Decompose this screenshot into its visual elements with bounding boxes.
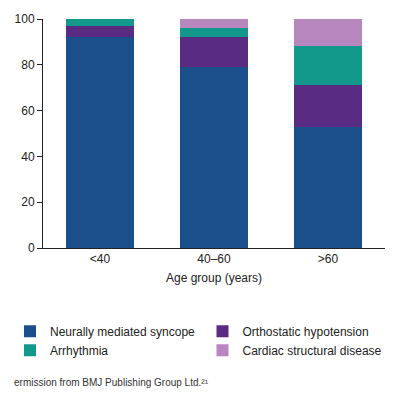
svg-text:Cardiac structural disease: Cardiac structural disease	[243, 344, 382, 358]
svg-text:Orthostatic hypotension: Orthostatic hypotension	[243, 325, 369, 339]
svg-text:>60: >60	[318, 252, 339, 266]
svg-text:60: 60	[21, 104, 35, 118]
svg-text:Arrhythmia: Arrhythmia	[50, 344, 108, 358]
svg-text:0: 0	[28, 241, 35, 255]
svg-text:80: 80	[21, 58, 35, 72]
svg-text:Age group (years): Age group (years)	[166, 271, 262, 285]
svg-text:20: 20	[21, 195, 35, 209]
svg-text:<40: <40	[90, 252, 111, 266]
svg-text:100: 100	[15, 12, 35, 26]
svg-text:40–60: 40–60	[197, 252, 231, 266]
svg-text:ermission from BMJ Publishing: ermission from BMJ Publishing Group Ltd.…	[14, 377, 209, 388]
svg-text:Neurally mediated syncope: Neurally mediated syncope	[50, 325, 195, 339]
svg-text:40: 40	[21, 150, 35, 164]
